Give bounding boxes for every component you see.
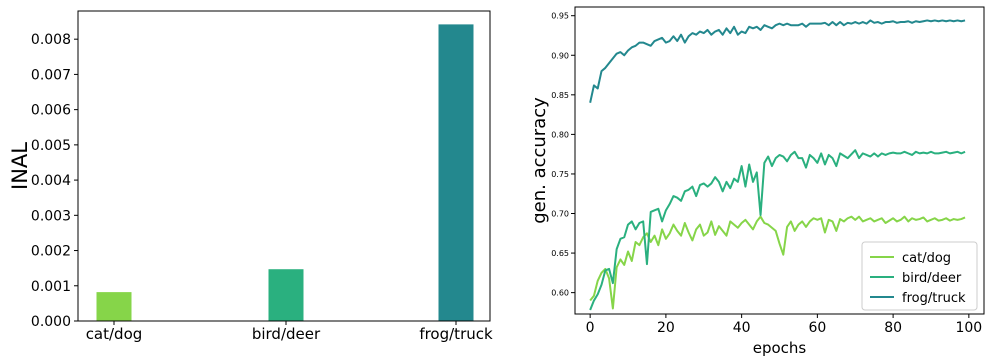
y-axis-label: gen. accuracy <box>529 97 550 224</box>
y-tick-label: 0.000 <box>31 314 71 330</box>
y-tick-label: 0.65 <box>551 249 569 258</box>
y-tick-label: 0.80 <box>551 130 569 139</box>
bar-cat-dog <box>96 292 132 321</box>
y-tick-label: 0.006 <box>31 103 71 119</box>
y-tick-label: 0.003 <box>31 208 71 224</box>
series-line-frog-truck <box>589 19 966 103</box>
y-tick-label: 0.85 <box>551 91 569 100</box>
x-tick-label: 100 <box>955 320 982 336</box>
y-tick-label: 0.008 <box>31 32 71 48</box>
x-tick-label: 40 <box>733 320 751 336</box>
x-tick-label: frog/truck <box>419 325 493 343</box>
x-axis-label: epochs <box>753 339 807 356</box>
x-tick-label: bird/deer <box>252 325 321 343</box>
y-tick-label: 0.002 <box>31 244 71 260</box>
y-tick-label: 0.007 <box>31 67 71 83</box>
y-axis-label: INAL <box>8 142 32 190</box>
y-tick-label: 0.70 <box>551 210 569 219</box>
y-tick-label: 0.90 <box>551 51 569 60</box>
y-tick-label: 0.004 <box>31 173 71 189</box>
y-tick-label: 0.001 <box>31 279 71 295</box>
x-tick-label: 60 <box>808 320 826 336</box>
plot-frame <box>77 10 491 322</box>
y-tick-label: 0.005 <box>31 138 71 154</box>
bar-bird-deer <box>268 269 304 321</box>
legend-label: cat/dog <box>902 251 951 266</box>
legend-box <box>861 241 978 311</box>
x-tick-label: 20 <box>657 320 675 336</box>
accuracy-line-chart: 0.60 0.65 0.70 0.75 0.80 0.85 0.90 0.95 0 20 40 60 8… <box>529 6 985 356</box>
legend-label: frog/truck <box>902 291 966 306</box>
y-tick-label: 0.95 <box>551 12 569 21</box>
inal-bar-chart: 0.000 0.001 0.002 0.003 0.004 0.005 0.006 0.007… <box>8 10 493 343</box>
y-tick-label: 0.75 <box>551 170 569 179</box>
x-tick-label: 80 <box>884 320 902 336</box>
bar-frog-truck <box>438 24 474 322</box>
series-line-cat-dog <box>589 215 966 310</box>
x-tick-label: 0 <box>586 320 595 336</box>
y-tick-label: 0.60 <box>551 289 569 298</box>
x-tick-label: cat/dog <box>86 325 143 343</box>
legend: cat/dog bird/deer frog/truck <box>861 241 978 311</box>
plot-frame <box>574 6 985 315</box>
series-line-bird-deer <box>589 149 966 311</box>
legend-label: bird/deer <box>902 271 962 286</box>
